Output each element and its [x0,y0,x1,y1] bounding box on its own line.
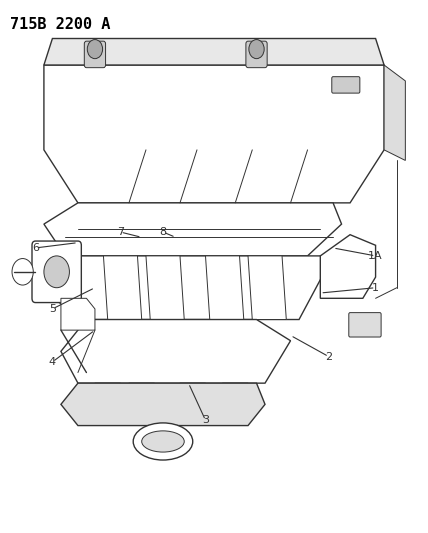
Text: 1: 1 [372,282,379,293]
Text: 715B 2200 A: 715B 2200 A [10,17,110,33]
Text: 6: 6 [32,243,39,253]
Polygon shape [214,383,248,415]
Polygon shape [146,256,184,319]
FancyBboxPatch shape [332,77,360,93]
Polygon shape [44,65,384,203]
FancyBboxPatch shape [246,41,267,68]
Polygon shape [86,383,120,415]
Circle shape [87,39,103,59]
Text: 5: 5 [49,304,56,314]
Text: 2: 2 [325,352,333,361]
Polygon shape [248,256,286,319]
Text: 7: 7 [117,227,124,237]
Circle shape [44,256,69,288]
Polygon shape [61,383,265,425]
Polygon shape [172,383,205,415]
FancyBboxPatch shape [349,313,381,337]
Text: 8: 8 [159,227,166,237]
Polygon shape [104,256,142,319]
Circle shape [12,259,33,285]
FancyBboxPatch shape [32,241,81,303]
Polygon shape [61,319,291,383]
Polygon shape [44,203,342,256]
Ellipse shape [133,423,193,460]
Ellipse shape [142,431,184,452]
Circle shape [249,39,264,59]
Text: 4: 4 [49,357,56,367]
Polygon shape [205,256,244,319]
Polygon shape [384,65,405,160]
Text: 1A: 1A [368,251,383,261]
Polygon shape [61,298,95,330]
Polygon shape [44,38,384,65]
Polygon shape [120,383,155,415]
Text: 3: 3 [202,415,209,425]
FancyBboxPatch shape [84,41,106,68]
Polygon shape [44,256,333,319]
Polygon shape [320,235,376,298]
